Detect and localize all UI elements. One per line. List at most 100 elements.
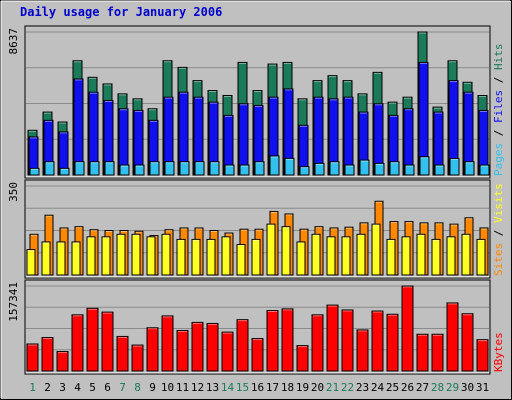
chart-panels: 8637 Pages / Files / Hits 350 Sites / Visit… (7, 25, 505, 375)
bar-visits (416, 233, 426, 276)
bar-visits (296, 241, 306, 276)
x-tick-label: 16 (251, 381, 264, 394)
bar-visits (206, 238, 216, 276)
bar-kbytes (41, 337, 54, 372)
x-tick-label: 9 (149, 381, 156, 394)
bar-kbytes (146, 327, 159, 372)
bar-kbytes (86, 307, 99, 372)
x-tick-label: 10 (161, 381, 174, 394)
x-tick-label: 4 (74, 381, 81, 394)
bar-kbytes (416, 333, 429, 372)
bar-kbytes (356, 329, 369, 372)
x-tick-label: 21 (326, 381, 339, 394)
bar-visits (461, 233, 471, 276)
x-tick-label: 31 (476, 381, 489, 394)
bar-visits (86, 236, 96, 276)
bar-files (238, 103, 249, 176)
legend-entry: / (492, 123, 505, 143)
x-tick-label: 5 (89, 381, 96, 394)
bar-kbytes (191, 321, 204, 372)
bar-kbytes (221, 331, 234, 372)
legend-entry: Visits (492, 183, 505, 223)
bar-pages (314, 162, 325, 176)
legend-entry: KBytes (492, 332, 505, 372)
bar-pages (359, 159, 370, 176)
legend-entry: Pages (492, 143, 505, 176)
bar-kbytes (26, 343, 39, 372)
bar-visits (146, 236, 156, 276)
x-tick-label: 2 (44, 381, 51, 394)
bar-kbytes (461, 313, 474, 372)
x-tick-label: 8 (134, 381, 141, 394)
bar-pages (59, 167, 70, 176)
x-tick-label: 26 (401, 381, 414, 394)
bar-kbytes (236, 319, 249, 372)
bar-visits (446, 236, 456, 276)
bar-visits (371, 223, 381, 276)
x-tick-label: 11 (176, 381, 189, 394)
bar-pages (374, 162, 385, 176)
x-tick-label: 13 (206, 381, 219, 394)
bar-kbytes (251, 338, 264, 372)
panel-middle: 350 Sites / Visits (7, 179, 505, 279)
chart-title: Daily usage for January 2006 (20, 5, 222, 19)
bar-kbytes (101, 311, 114, 372)
bar-pages (299, 166, 310, 176)
legend-entry: / (492, 70, 505, 90)
bar-pages (239, 164, 250, 176)
bar-kbytes (446, 302, 459, 372)
panel-top: 8637 Pages / Files / Hits (7, 25, 505, 179)
bar-pages (134, 164, 145, 176)
x-tick-label: 14 (221, 381, 235, 394)
bar-visits (221, 236, 231, 276)
bar-kbytes (431, 333, 444, 372)
bar-kbytes (176, 329, 189, 372)
legend: KBytes (492, 332, 505, 372)
x-tick-label: 7 (119, 381, 126, 394)
bar-visits (476, 238, 486, 276)
bar-visits (431, 238, 441, 276)
bar-visits (341, 236, 351, 276)
legend: Sites / Visits (492, 183, 505, 276)
bar-pages (89, 161, 100, 176)
bar-kbytes (341, 309, 354, 372)
bar-kbytes (71, 314, 84, 372)
bar-kbytes (281, 308, 294, 372)
bar-visits (251, 238, 261, 276)
bar-pages (254, 161, 265, 176)
bar-visits (191, 238, 201, 276)
bar-pages (119, 164, 130, 176)
bar-pages (389, 161, 400, 176)
legend-entry: Files (492, 90, 505, 123)
bar-pages (419, 156, 430, 176)
bar-pages (269, 155, 280, 176)
y-max-label: 350 (7, 182, 20, 202)
bar-pages (344, 164, 355, 176)
bar-pages (464, 161, 475, 176)
x-tick-label: 23 (356, 381, 369, 394)
x-tick-label: 29 (446, 381, 459, 394)
bar-kbytes (476, 339, 489, 372)
bar-kbytes (326, 304, 339, 372)
x-axis-day-labels: 1 2 3 4 5 6 7 8 9 10 11 12 13 14 15 16 17 18 19 20 21 22 23 24 2… (29, 381, 489, 394)
bar-pages (404, 164, 415, 176)
bar-visits (401, 236, 411, 276)
bar-kbytes (401, 285, 414, 372)
x-tick-label: 15 (236, 381, 249, 394)
bar-visits (386, 238, 396, 276)
bar-pages (479, 164, 490, 176)
bar-kbytes (386, 313, 399, 372)
bar-pages (434, 164, 445, 176)
y-max-label: 157341 (7, 282, 20, 322)
bar-visits (26, 249, 36, 276)
panel-bottom: 157341 KBytes (7, 279, 505, 375)
bar-kbytes (161, 315, 174, 372)
bar-visits (116, 233, 126, 276)
bar-pages (104, 161, 115, 176)
bar-kbytes (311, 314, 324, 372)
bar-visits (326, 236, 336, 276)
x-tick-label: 28 (431, 381, 444, 394)
x-tick-label: 20 (311, 381, 324, 394)
bar-visits (161, 233, 171, 276)
bar-visits (101, 236, 111, 276)
